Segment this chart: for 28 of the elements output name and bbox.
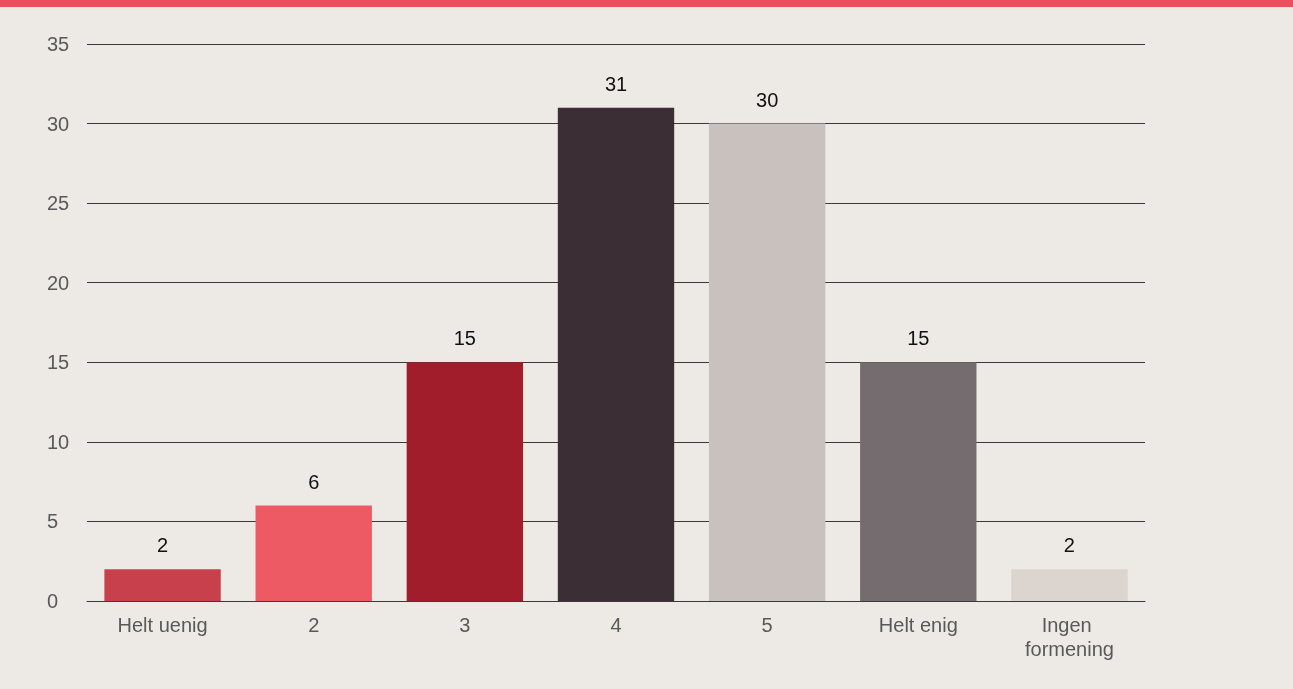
y-tick-label: 10: [47, 430, 70, 453]
y-tick-label: 0: [47, 590, 59, 612]
y-tick-label: 25: [47, 192, 70, 215]
data-label: 6: [308, 470, 320, 493]
data-label: 15: [453, 327, 476, 350]
data-label: 2: [157, 534, 169, 557]
bar: [255, 505, 372, 601]
bar: [708, 123, 826, 601]
x-tick-label: Helt enig: [878, 614, 958, 636]
x-tick-label: 4: [610, 614, 622, 636]
x-tick-label: 5: [761, 614, 773, 636]
bar: [406, 362, 524, 601]
y-tick-label: 30: [47, 112, 70, 135]
x-tick-label: Helt uenig: [117, 614, 208, 636]
x-tick-label: 2: [308, 614, 320, 636]
bar: [860, 362, 977, 601]
bar: [104, 569, 221, 601]
data-label: 31: [604, 72, 628, 95]
data-label: 30: [756, 88, 779, 111]
data-label: 2: [1063, 534, 1075, 557]
y-tick-label: 20: [47, 271, 70, 294]
y-tick-label: 35: [47, 33, 70, 55]
y-tick-label: 5: [47, 510, 59, 533]
data-label: 15: [907, 327, 930, 350]
x-tick-label: 3: [459, 614, 471, 636]
y-tick-label: 15: [47, 351, 70, 374]
x-tick-label: Ingen formening: [1024, 614, 1114, 660]
bar: [1011, 569, 1128, 601]
